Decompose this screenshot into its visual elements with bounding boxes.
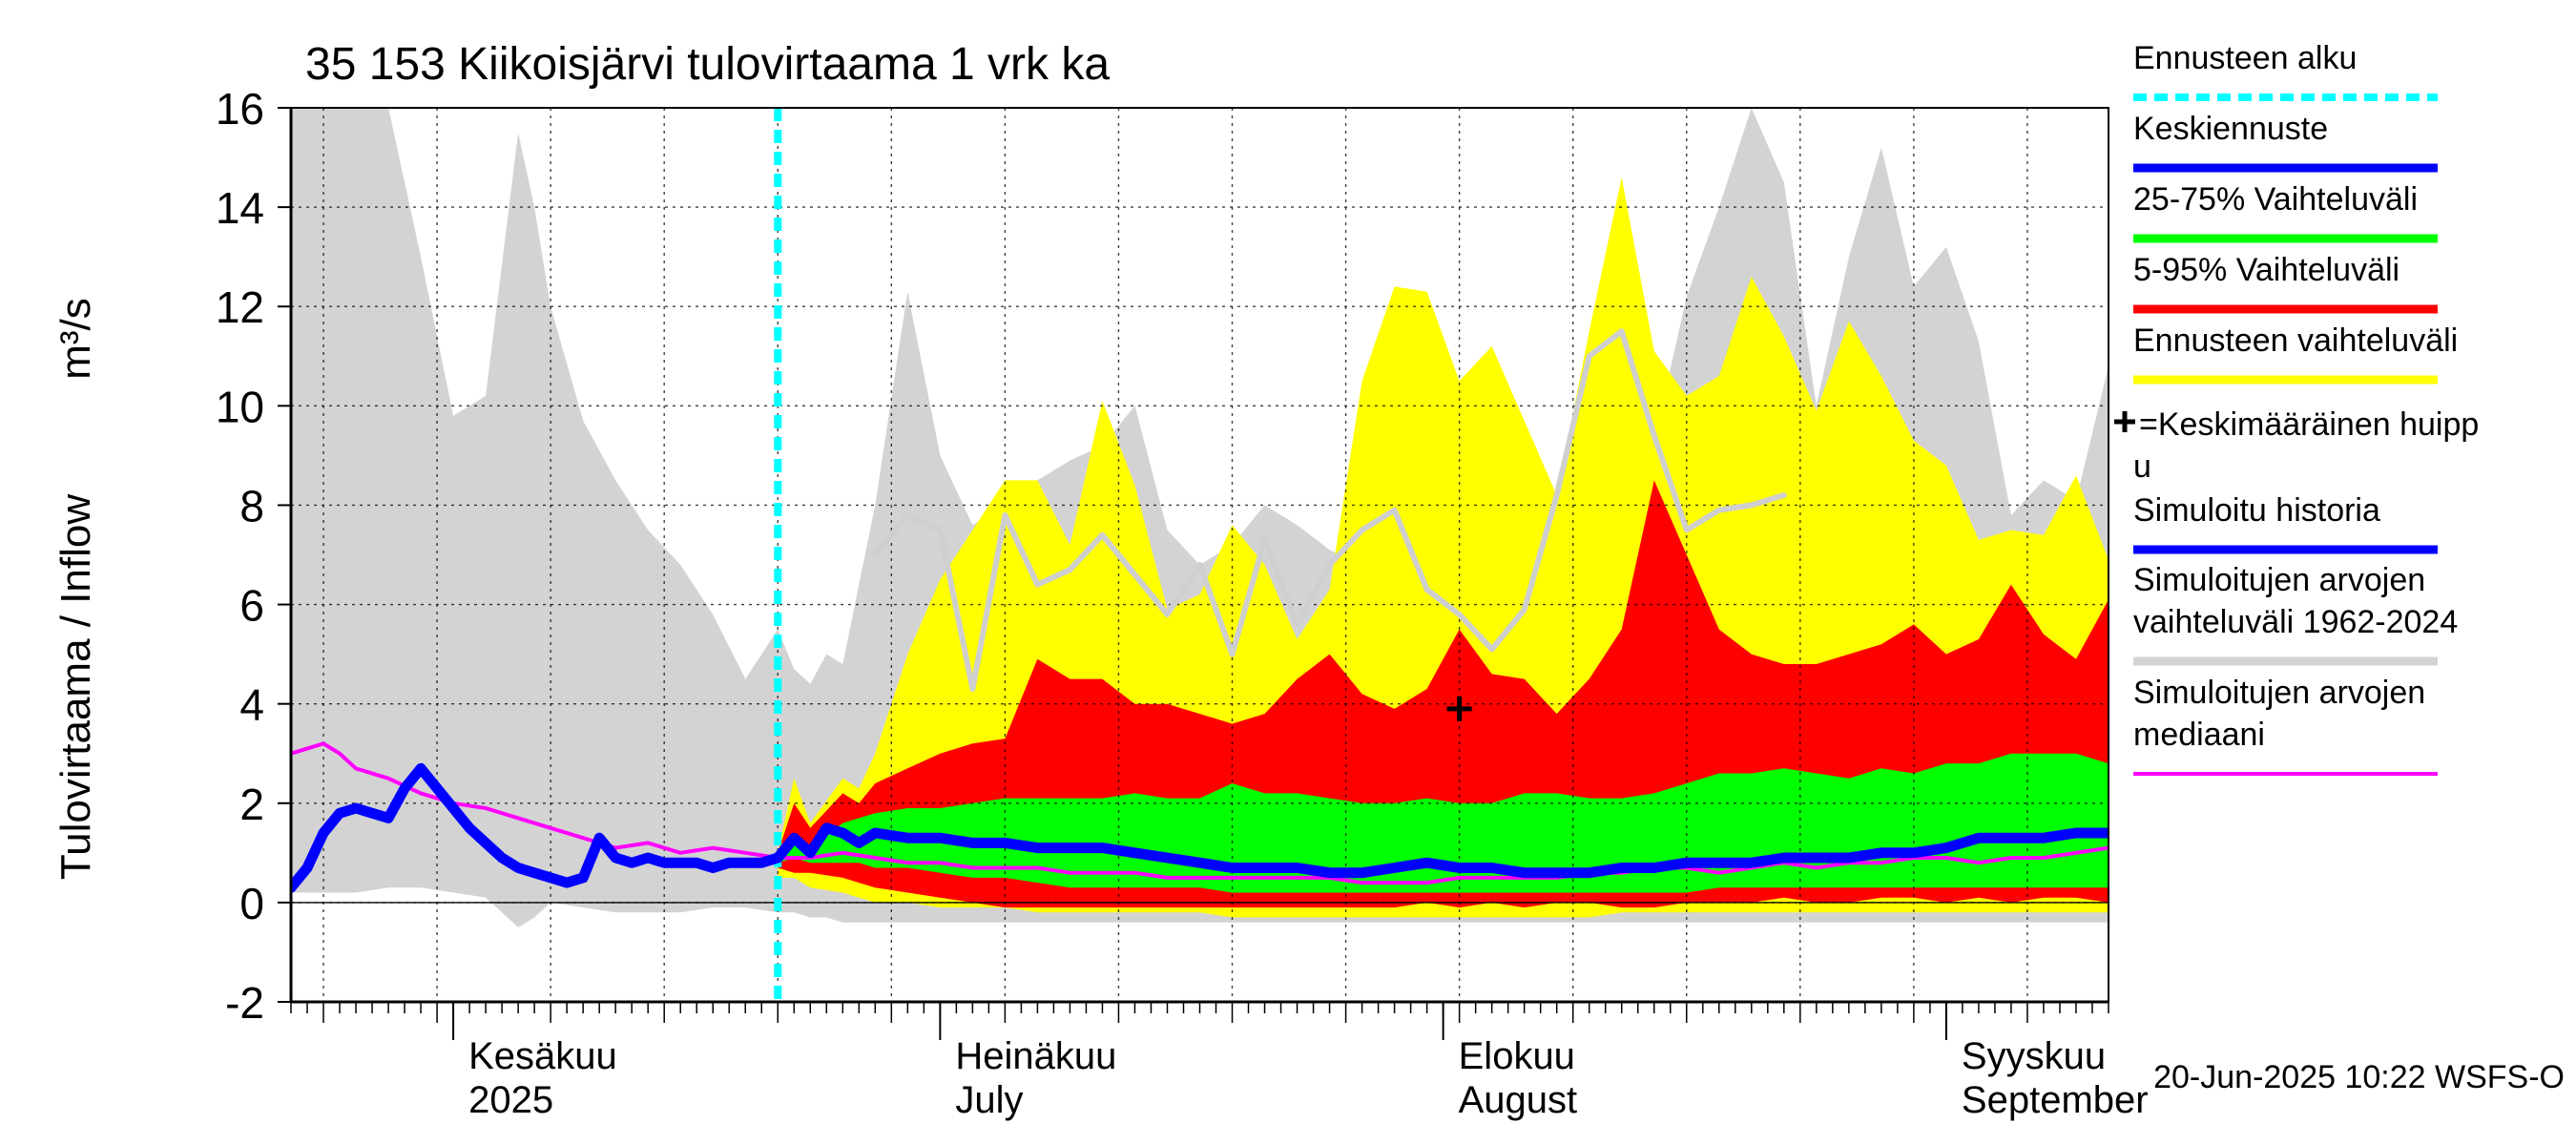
legend-item-simuloitujen-arvojen-vaihteluv-li-1962-2024: Simuloitujen arvojen vaihteluväli 1962-20…: [2133, 562, 2458, 666]
legend-label: =Keskimääräinen huipp: [2139, 406, 2479, 443]
legend-item-keskim-r-inen-huipp-u: =Keskimääräinen huipp u: [2114, 406, 2479, 485]
legend-label: 5-95% Vaihteluväli: [2133, 252, 2399, 288]
legend-label-line2: vaihteluväli 1962-2024: [2133, 604, 2458, 640]
line-keskiennuste: [772, 822, 2109, 879]
x-tick-label-month-en: August: [1459, 1079, 1578, 1121]
legend-label-line2: u: [2133, 448, 2151, 485]
x-tick-label-month-en: July: [955, 1079, 1023, 1121]
line-simuloitu-historia: [291, 762, 783, 893]
x-tick-label-month: Elokuu: [1459, 1035, 1575, 1077]
y-tick-label: 14: [216, 183, 264, 233]
y-tick-label: 4: [239, 680, 264, 730]
legend-label: Simuloitujen arvojen: [2133, 675, 2425, 711]
legend-label: Ennusteen vaihteluväli: [2133, 323, 2458, 359]
y-tick-label: 12: [216, 282, 264, 332]
legend-label: Simuloitujen arvojen: [2133, 562, 2425, 598]
y-axis-label: Tulovirtaama / Inflow: [52, 494, 99, 881]
y-tick-label: 8: [239, 481, 264, 531]
legend-item-keskiennuste: Keskiennuste: [2133, 111, 2438, 173]
y-tick-label: 16: [216, 84, 264, 134]
legend-item-ennusteen-vaihteluv-li: Ennusteen vaihteluväli: [2133, 323, 2458, 385]
x-tick-label-month-en: 2025: [468, 1079, 553, 1121]
legend-plus-icon: [2114, 411, 2135, 432]
legend-item-simuloitujen-arvojen-mediaani: Simuloitujen arvojen mediaani: [2133, 675, 2438, 776]
lines-layer: [291, 108, 2109, 1002]
legend-label: Simuloitu historia: [2133, 492, 2380, 529]
legend-label: 25-75% Vaihteluväli: [2133, 181, 2418, 218]
legend-item-ennusteen-alku: Ennusteen alku: [2133, 40, 2438, 101]
line-simuloitujen-arvojen-mediaani: [291, 741, 2109, 885]
timestamp: 20-Jun-2025 10:22 WSFS-O: [2153, 1059, 2565, 1095]
x-tick-label-month: Syyskuu: [1962, 1035, 2106, 1077]
bands-layer: [291, 108, 2109, 927]
legend-label: Ennusteen alku: [2133, 40, 2357, 76]
markers-layer: [1446, 696, 1472, 721]
x-tick-label-month: Heinäkuu: [955, 1035, 1116, 1077]
legend-label: Keskiennuste: [2133, 111, 2328, 147]
y-tick-label: 0: [239, 879, 264, 928]
grid-layer: [291, 108, 2109, 1002]
y-axis-unit: m³/s: [52, 298, 99, 380]
x-tick-label-month: Kesäkuu: [468, 1035, 617, 1077]
y-tick-label: 10: [216, 382, 264, 431]
legend-item-5-95-vaihteluv-li: 5-95% Vaihteluväli: [2133, 252, 2438, 314]
chart-title: 35 153 Kiikoisjärvi tulovirtaama 1 vrk k…: [305, 39, 1110, 90]
legend-label-line2: mediaani: [2133, 717, 2265, 753]
y-tick-label: 6: [239, 581, 264, 631]
legend: Ennusteen alku Keskiennuste 25-75% Vaihtel…: [2114, 40, 2479, 776]
mean-peak-marker: [1446, 696, 1472, 721]
line-simuloitujen-arvojen-mediaani-grey: [872, 328, 1787, 692]
legend-item-25-75-vaihteluv-li: 25-75% Vaihteluväli: [2133, 181, 2438, 243]
y-tick-label: 2: [239, 780, 264, 829]
legend-item-simuloitu-historia: Simuloitu historia: [2133, 492, 2438, 554]
y-tick-label: -2: [225, 978, 264, 1028]
x-tick-label-month-en: September: [1962, 1079, 2149, 1121]
